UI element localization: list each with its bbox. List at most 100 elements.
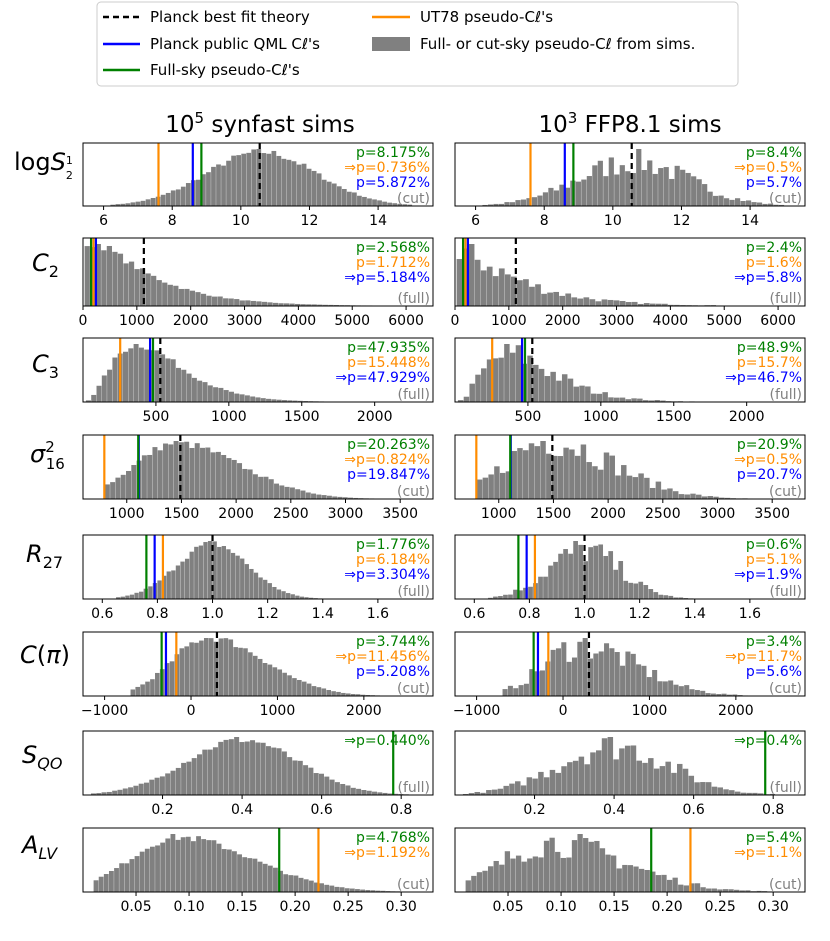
hist-bar (139, 851, 145, 892)
hist-bar (112, 357, 118, 402)
p-orange-label: p=15.448% (347, 355, 430, 371)
hist-bar (637, 398, 643, 402)
hist-bar (184, 646, 189, 696)
hist-bar (311, 493, 317, 499)
axes-frame (454, 534, 806, 600)
sky-label: (full) (769, 584, 802, 600)
hist-bar (555, 851, 561, 892)
hist-bar (707, 496, 714, 499)
hist-bar (239, 394, 245, 402)
hist-bar (504, 851, 511, 892)
hist-bar (98, 876, 104, 892)
hist-bar (304, 597, 309, 599)
x-tick-label: 2000 (218, 506, 254, 522)
hist-bar (103, 874, 109, 892)
hist-bar (590, 393, 597, 402)
hist-bar (746, 792, 752, 795)
hist-bar (181, 369, 187, 402)
hist-bar (154, 777, 160, 795)
axes-frame (454, 631, 806, 697)
hist-bar (298, 877, 304, 892)
hist-bar (497, 788, 504, 795)
hist-bar (281, 158, 287, 206)
hist-bar (170, 770, 176, 795)
hist-bar (138, 783, 144, 795)
hist-bar (260, 742, 266, 795)
hist-bar (372, 199, 377, 206)
hist-bar (655, 481, 662, 499)
hist-bar (603, 555, 609, 599)
hist-bar (349, 888, 355, 892)
hist-bar (328, 304, 334, 306)
hist-bar (630, 653, 636, 696)
hist-bar (117, 253, 124, 306)
hist-bar (180, 561, 185, 599)
hist-bar (120, 203, 126, 206)
hist-bar (663, 167, 669, 206)
hist-bar (144, 848, 150, 892)
x-tick-label: 0 (79, 313, 88, 329)
x-tick-label: 6000 (388, 313, 424, 329)
hist-bar (196, 179, 201, 206)
x-tick-label: 0.4 (603, 802, 625, 818)
hist-bar (655, 875, 662, 892)
x-tick-label: 1000 (632, 703, 668, 719)
x-tick-label: 1.2 (257, 606, 279, 622)
hist-bar (208, 638, 214, 696)
hist-bar (678, 494, 685, 499)
hist-bar (739, 890, 745, 892)
hist-bar (114, 868, 119, 892)
x-tick-label: 2500 (273, 506, 309, 522)
hist-bar (638, 581, 644, 599)
hist-bar (128, 348, 134, 402)
row-label-C2: C2 (32, 249, 59, 281)
sky-label: (full) (397, 584, 430, 600)
sky-label: (full) (769, 291, 802, 307)
p-green-label: p=2.4% (746, 240, 802, 256)
hist-bar (355, 889, 360, 892)
hist-bar (106, 791, 112, 795)
panel-r2-c0: 500 1000 1500 2000 p=47.935%p=15.448%⇒p=47.9… (82, 337, 434, 425)
hist-bar (621, 465, 627, 499)
hist-bar (397, 203, 403, 206)
hist-bar (346, 191, 352, 206)
hist-bar (226, 549, 231, 599)
hist-bar (271, 747, 277, 795)
hist-bar (625, 302, 632, 306)
hist-bar (632, 477, 639, 499)
hist-bar (129, 594, 135, 599)
hist-bar (509, 202, 516, 206)
hist-bar (658, 594, 664, 599)
hist-bar (324, 884, 330, 892)
x-tick-label: 5000 (334, 313, 370, 329)
hist-bar (757, 793, 764, 795)
p-blue-label: ⇒p=5.184% (344, 270, 430, 286)
sky-label: (cut) (769, 877, 802, 893)
hist-bar (126, 470, 132, 499)
hist-bar (239, 300, 245, 306)
hist-bar (601, 738, 608, 795)
hist-bar (609, 455, 615, 499)
hist-bar (513, 589, 518, 599)
x-tick-label: 10 (604, 213, 622, 229)
hist-bar (251, 149, 257, 206)
hist-bar (346, 693, 351, 696)
hist-bar (689, 689, 695, 696)
hist-bar (245, 300, 251, 306)
hist-bar (557, 456, 564, 499)
hist-bar (207, 749, 213, 795)
hist-bar (145, 681, 150, 696)
hist-bar (211, 840, 217, 892)
hist-bar (515, 200, 521, 206)
hist-bar (258, 476, 264, 499)
row-label-Cpi: C(π) (20, 641, 70, 669)
hist-bar (655, 303, 662, 306)
hist-bar (299, 596, 305, 599)
hist-bar (119, 863, 125, 892)
row-label-sigma: σ2 16 (30, 438, 65, 473)
hist-bar (321, 688, 327, 696)
hist-bar (260, 398, 266, 402)
hist-bar (596, 750, 602, 795)
hist-bar (140, 200, 146, 206)
x-tick-label: 0 (559, 703, 568, 719)
